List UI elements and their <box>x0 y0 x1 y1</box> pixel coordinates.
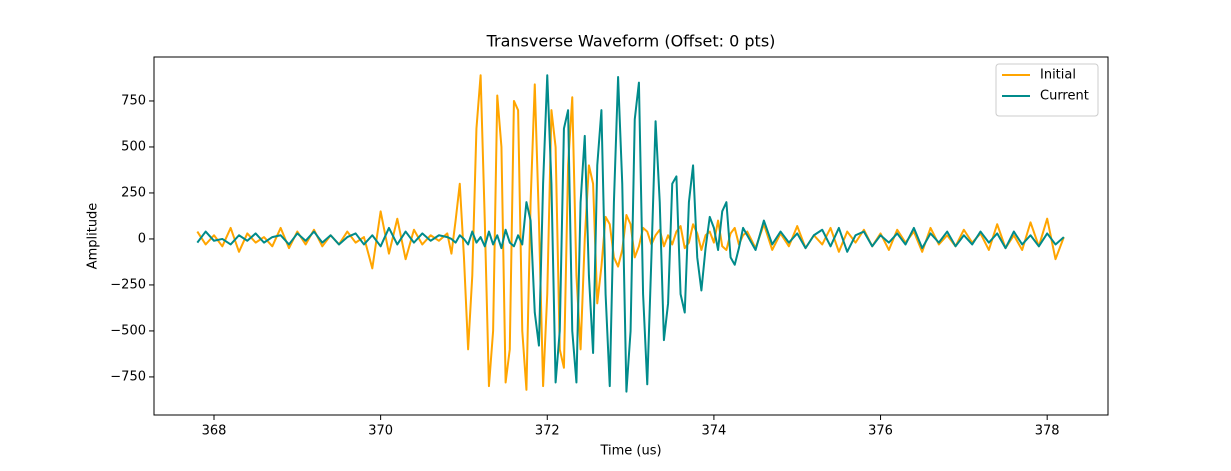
series-line <box>196 74 1065 393</box>
y-axis-label: Amplitude <box>86 203 101 270</box>
x-tick-label: 372 <box>535 424 560 439</box>
x-tick-label: 378 <box>1035 424 1060 439</box>
x-tick-label: 374 <box>701 424 726 439</box>
legend-label: Initial <box>1040 68 1076 83</box>
y-tick-label: −750 <box>110 369 146 384</box>
y-tick-label: −500 <box>110 323 146 338</box>
chart-title: Transverse Waveform (Offset: 0 pts) <box>486 32 776 51</box>
y-tick-label: 500 <box>121 139 146 154</box>
y-tick-label: 250 <box>121 185 146 200</box>
y-tick-label: 0 <box>138 231 146 246</box>
plot-frame <box>153 56 1109 416</box>
x-tick-label: 368 <box>202 424 227 439</box>
x-tick-label: 370 <box>368 424 393 439</box>
x-tick-label: 376 <box>868 424 893 439</box>
legend-box <box>995 63 1099 117</box>
x-axis-label: Time (us) <box>599 444 661 459</box>
y-tick-label: 750 <box>121 93 146 108</box>
y-tick-label: −250 <box>110 277 146 292</box>
legend-label: Current <box>1040 89 1089 104</box>
